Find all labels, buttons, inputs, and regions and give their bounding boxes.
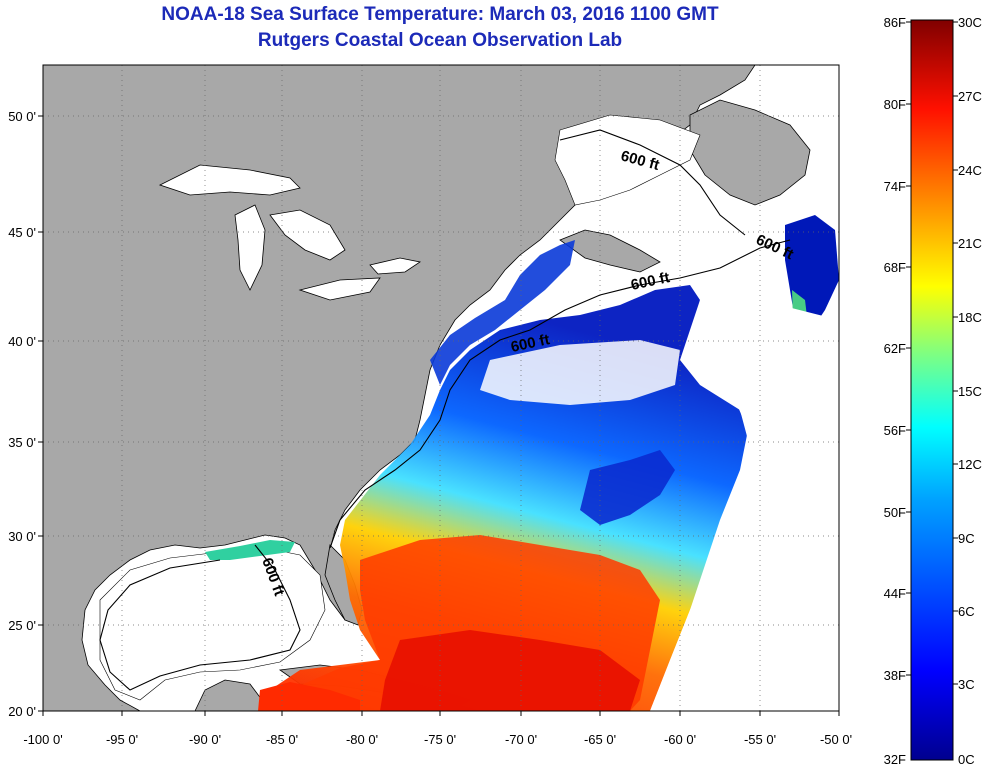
colorbar-f-label: 44F [884,586,906,601]
sst-hot-caribbean [380,630,640,711]
lon-label: -50 0' [820,732,852,747]
lat-label: 45 0' [8,225,36,240]
lat-label: 25 0' [8,618,36,633]
lat-label: 35 0' [8,435,36,450]
colorbar-f-label: 80F [884,97,906,112]
map-subtitle: Rutgers Coastal Ocean Observation Lab [257,30,623,51]
newfoundland-land [689,99,811,206]
st-lawrence-water [554,114,701,206]
colorbar-c-label: 12C [958,457,982,472]
lat-label: 30 0' [8,529,36,544]
lon-label: -85 0' [266,732,298,747]
lon-label: -55 0' [744,732,776,747]
colorbar-c-label: 21C [958,236,982,251]
colorbar-f-label: 62F [884,341,906,356]
lat-label: 50 0' [8,109,36,124]
lat-label: 40 0' [8,334,36,349]
gulf-of-mexico-water [99,547,326,701]
sst-cold-shelf [430,240,575,385]
colorbar-c-label: 30C [958,15,982,30]
colorbar-f-label: 32F [884,752,906,767]
colorbar-c-label: 18C [958,310,982,325]
lon-label: -70 0' [505,732,537,747]
sst-gulf-coast-green [205,540,295,560]
lon-label: -60 0' [664,732,696,747]
colorbar-f-label: 50F [884,505,906,520]
isobath-600ft-stlawrence [559,129,746,236]
colorbar-c-label: 15C [958,384,982,399]
lon-label: -90 0' [189,732,221,747]
colorbar-c-label: 3C [958,677,975,692]
colorbar-f-label: 38F [884,668,906,683]
colorbar-c-label: 9C [958,531,975,546]
map-title: NOAA-18 Sea Surface Temperature: March 0… [161,4,719,25]
colorbar-c-label: 6C [958,604,975,619]
colorbar-f-label: 86F [884,15,906,30]
colorbar-f-label: 74F [884,179,906,194]
colorbar-f-label: 56F [884,423,906,438]
lon-label: -95 0' [106,732,138,747]
lon-label: -100 0' [23,732,62,747]
cloud-cover-east [650,300,839,711]
lon-label: -65 0' [584,732,616,747]
map-border [42,64,840,712]
axis-ticks [38,115,840,716]
lon-label: -80 0' [346,732,378,747]
colorbar-ticks [906,21,958,685]
colorbar-c-label: 0C [958,752,975,767]
colorbar-f-label: 68F [884,260,906,275]
cloud-cover-midatlantic [480,340,680,405]
great-lakes [158,164,422,301]
colorbar-c-label: 27C [958,89,982,104]
lon-label: -75 0' [424,732,456,747]
isobath-600ft-gulf [99,544,301,691]
temperature-colorbar [910,19,954,761]
sst-caribbean-red-left [258,682,360,711]
lat-label: 20 0' [8,704,36,719]
colorbar-c-label: 24C [958,163,982,178]
isobath-600ft-line [329,239,791,549]
sst-cold-offshore-blue [580,450,675,525]
